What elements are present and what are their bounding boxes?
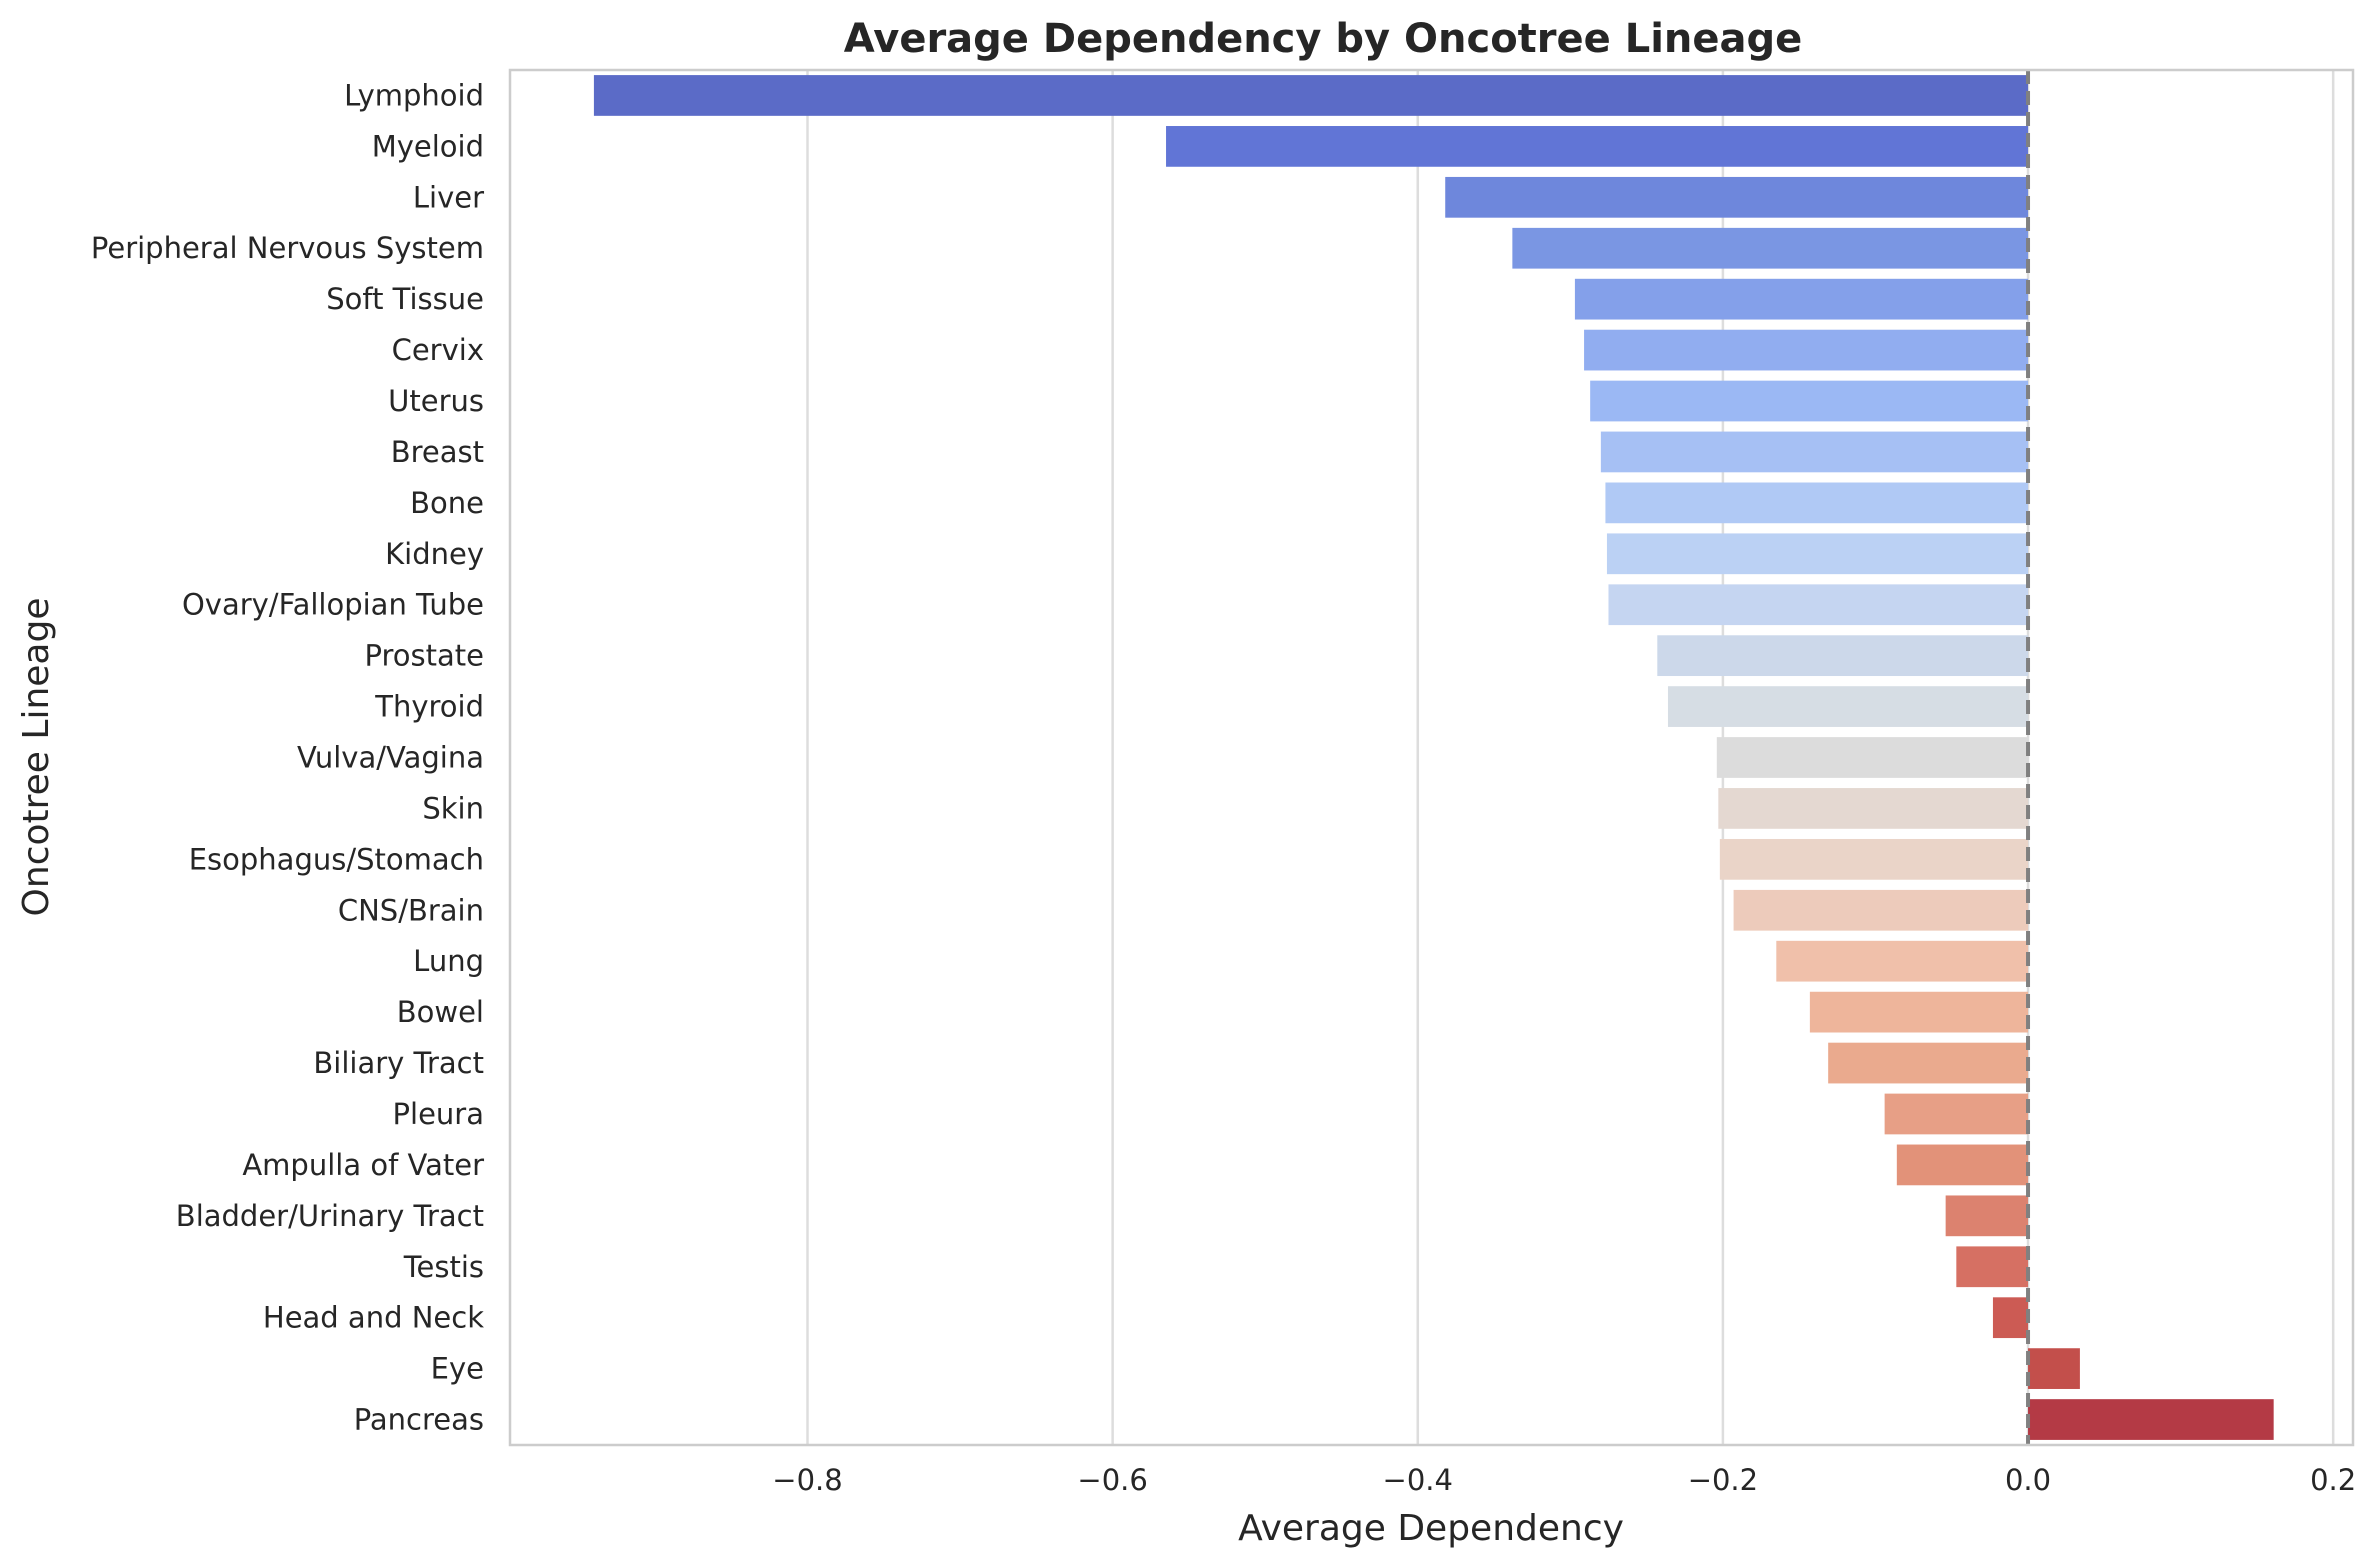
bar: [1657, 635, 2029, 677]
y-tick-label: Ampulla of Vater: [242, 1148, 484, 1182]
y-tick-label: Soft Tissue: [326, 282, 484, 316]
bar: [1828, 1042, 2029, 1084]
bar: [1667, 686, 2029, 727]
y-tick-label: Prostate: [365, 639, 484, 673]
bar: [1992, 1297, 2029, 1339]
bar: [1608, 584, 2029, 626]
bar: [1945, 1195, 2029, 1237]
y-tick-label: Pancreas: [354, 1403, 484, 1437]
x-tick-label: −0.8: [772, 1463, 842, 1497]
y-tick-label: Testis: [403, 1250, 484, 1284]
bar: [1956, 1246, 2029, 1288]
bar: [1512, 227, 2029, 269]
x-tick-label: 0.0: [2005, 1463, 2051, 1497]
bar: [1776, 940, 2029, 982]
y-tick-label: Uterus: [388, 384, 484, 418]
bar: [1574, 278, 2029, 320]
bar: [1584, 329, 2029, 371]
x-tick-label: −0.4: [1383, 1463, 1453, 1497]
y-tick-label: Bowel: [397, 995, 484, 1029]
y-tick-label: Myeloid: [372, 129, 484, 163]
bar: [1166, 126, 2029, 167]
bar: [1719, 838, 2029, 880]
y-tick-label: Bone: [410, 486, 484, 520]
bar: [1896, 1144, 2029, 1186]
bar: [1606, 533, 2029, 575]
bar: [1716, 737, 2029, 778]
x-tick-label: −0.2: [1688, 1463, 1758, 1497]
y-tick-label: CNS/Brain: [338, 893, 484, 927]
bar: [2028, 1399, 2274, 1440]
bar: [1445, 176, 2029, 218]
y-tick-label: Biliary Tract: [313, 1046, 484, 1080]
bars: [593, 75, 2274, 1440]
bar: [593, 75, 2029, 116]
y-tick-label: Vulva/Vagina: [297, 741, 484, 775]
bar: [1733, 889, 2029, 931]
y-tick-label: Lung: [413, 944, 484, 978]
y-tick-label: Cervix: [392, 333, 484, 367]
bar: [1809, 991, 2029, 1033]
y-tick-label: Lymphoid: [344, 78, 484, 112]
y-axis-label: Oncotree Lineage: [16, 598, 57, 917]
y-tick-label: Head and Neck: [263, 1301, 484, 1335]
x-tick-label: 0.2: [2310, 1463, 2356, 1497]
y-tick-label: Peripheral Nervous System: [91, 231, 484, 265]
x-tick-label: −0.6: [1077, 1463, 1147, 1497]
x-axis-label: Average Dependency: [1238, 1508, 1624, 1549]
bar: [1590, 380, 2029, 422]
y-tick-label: Bladder/Urinary Tract: [176, 1199, 484, 1233]
bar: [1600, 431, 2029, 473]
y-tick-labels: Lymphoid Myeloid Liver Peripheral Nervous S…: [91, 78, 484, 1436]
y-tick-label: Esophagus/Stomach: [189, 842, 484, 876]
y-tick-label: Skin: [422, 791, 484, 825]
y-tick-label: Ovary/Fallopian Tube: [182, 588, 484, 622]
y-tick-label: Eye: [431, 1352, 484, 1386]
chart-title: Average Dependency by Oncotree Lineage: [844, 16, 1803, 62]
bar: [1884, 1093, 2029, 1135]
plot-frame: [508, 68, 2355, 1447]
y-tick-label: Breast: [391, 435, 484, 469]
bar: [1718, 788, 2029, 829]
x-tick-labels: −0.8 −0.6 −0.4 −0.2 0.0 0.2: [772, 1463, 2356, 1497]
y-tick-label: Kidney: [385, 537, 484, 571]
bar: [1605, 482, 2029, 524]
y-tick-label: Pleura: [393, 1097, 484, 1131]
y-tick-label: Thyroid: [374, 690, 484, 724]
y-tick-label: Liver: [413, 180, 484, 214]
bar: [2028, 1348, 2080, 1389]
